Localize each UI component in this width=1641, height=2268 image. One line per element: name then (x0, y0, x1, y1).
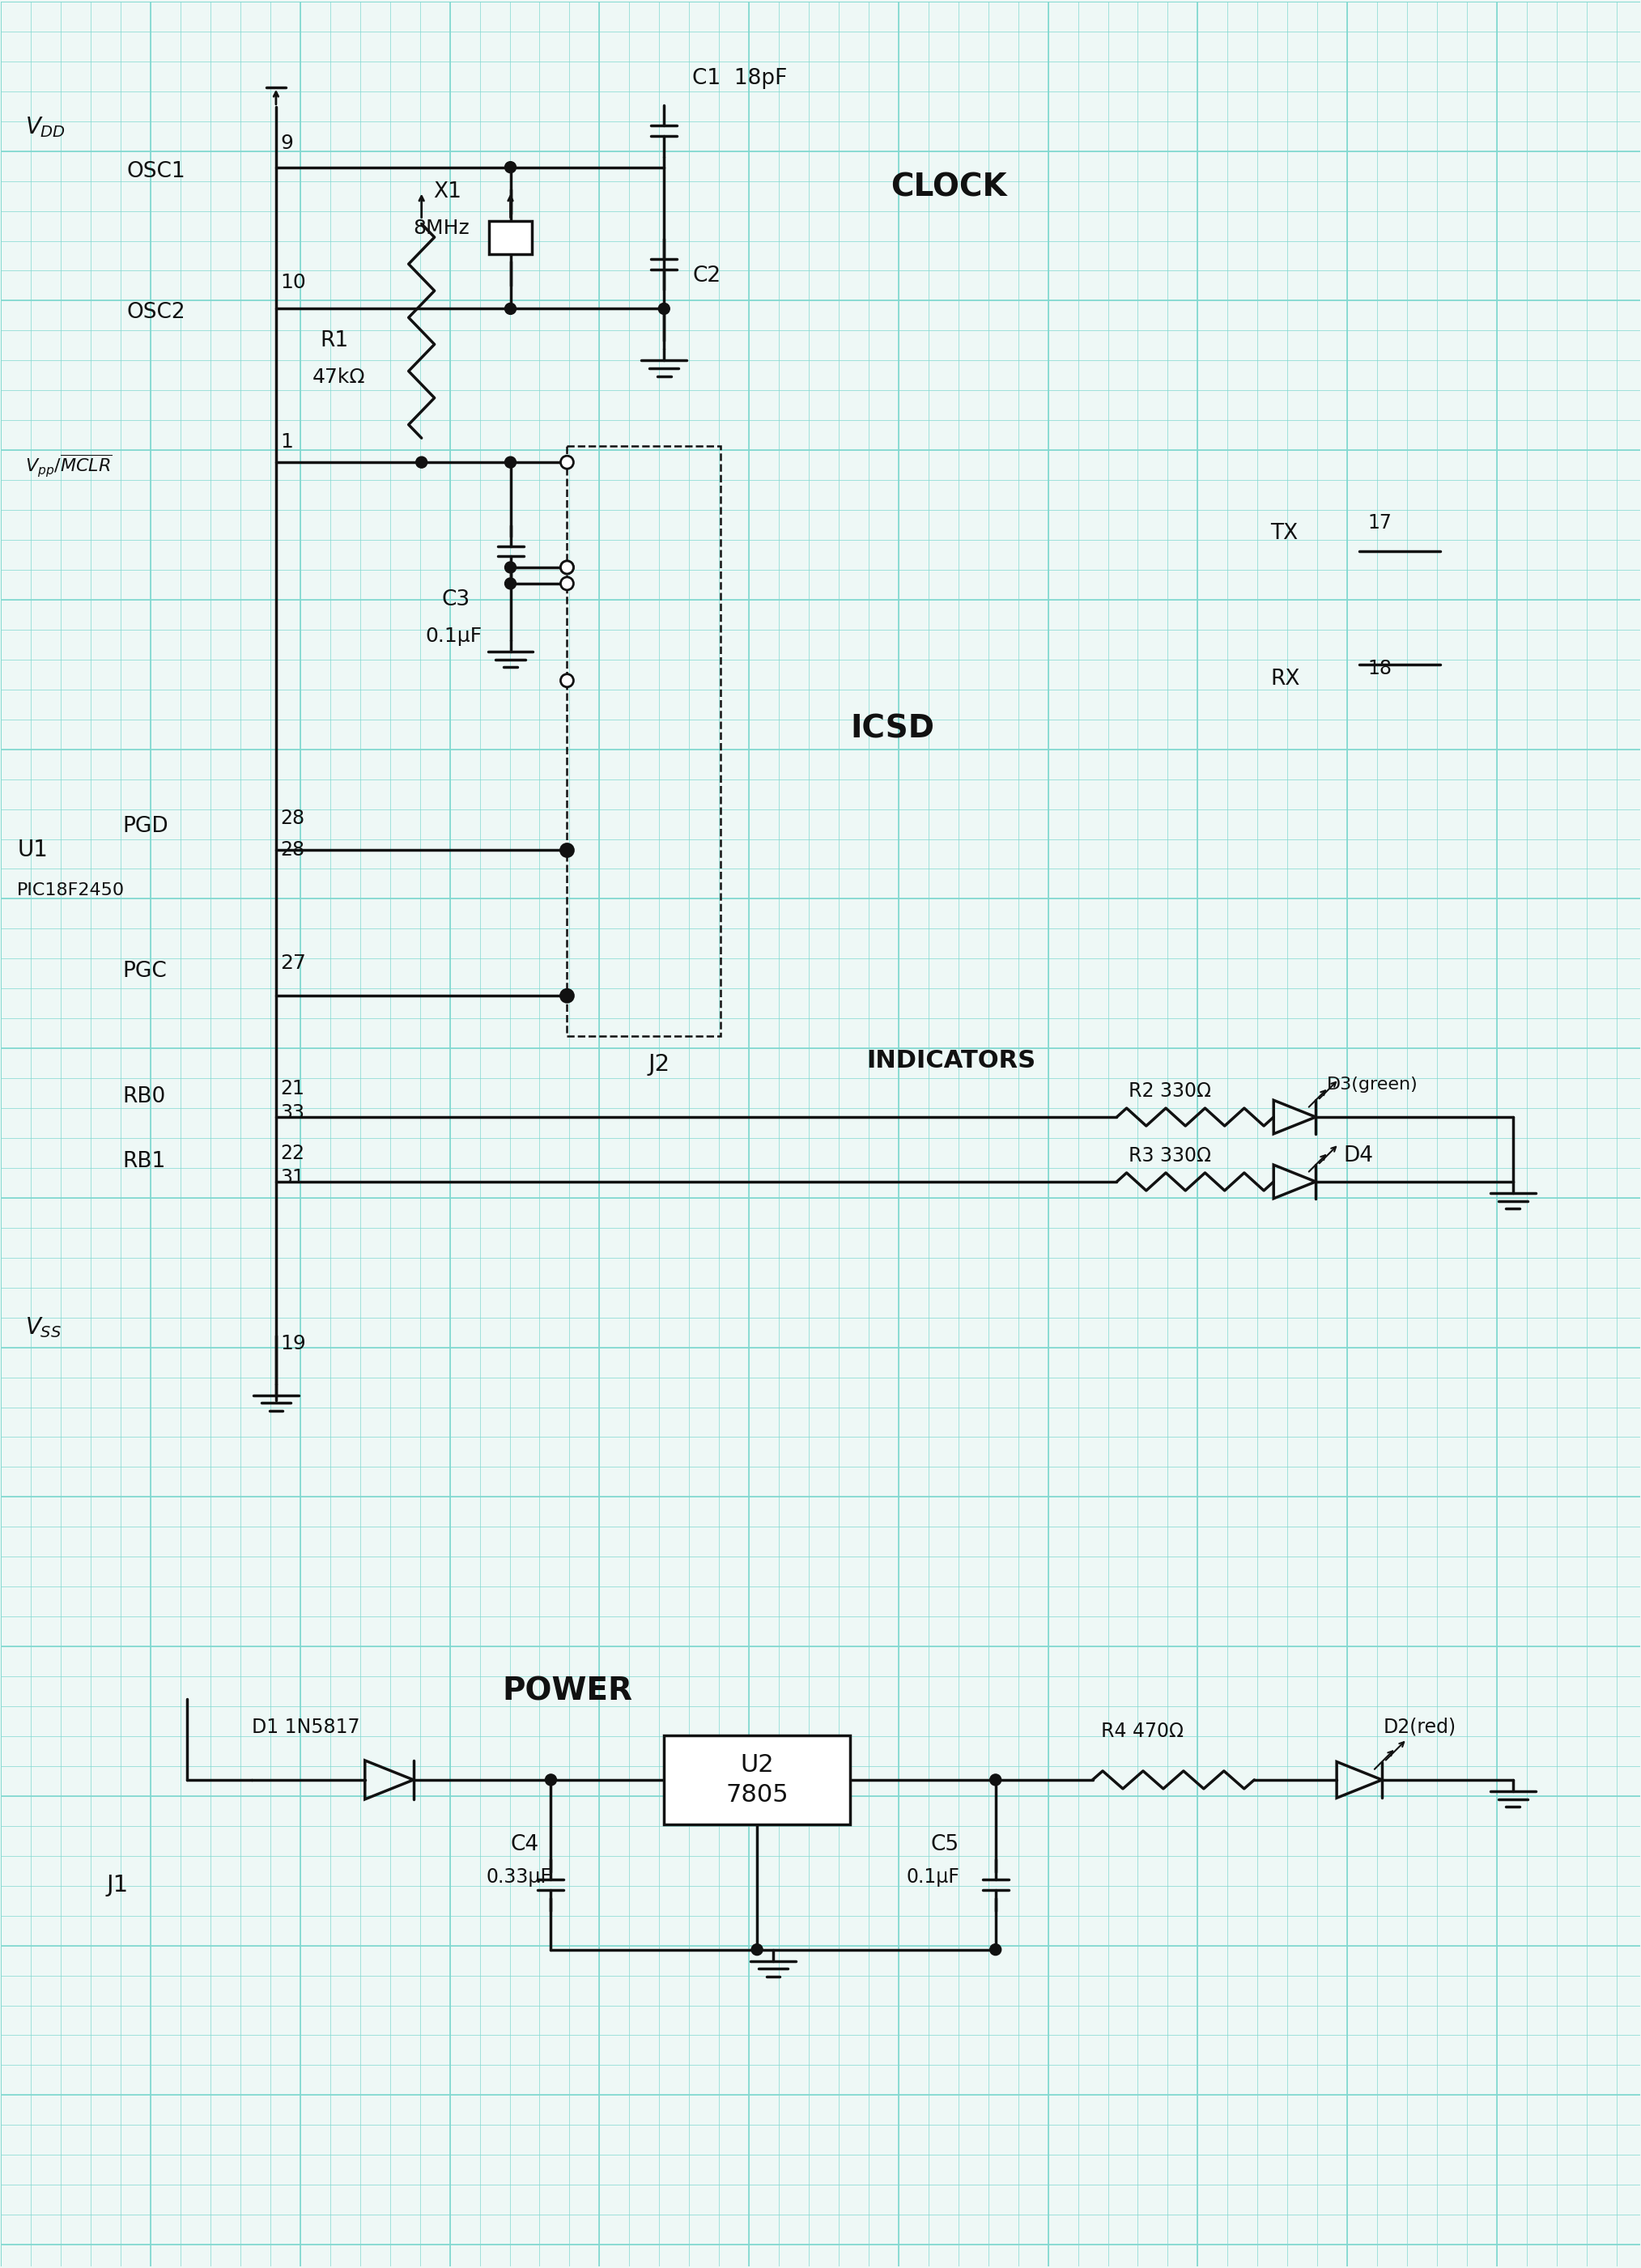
Text: INDICATORS: INDICATORS (866, 1048, 1035, 1073)
Text: X1: X1 (433, 181, 461, 202)
Text: 47kΩ: 47kΩ (312, 367, 366, 388)
Text: OSC1: OSC1 (126, 161, 185, 181)
Text: 0.1μF: 0.1μF (425, 626, 482, 646)
Text: 31: 31 (281, 1168, 304, 1188)
Text: RX: RX (1270, 669, 1300, 689)
Text: $V_{SS}$: $V_{SS}$ (25, 1315, 62, 1338)
Text: 10: 10 (281, 272, 305, 293)
Text: POWER: POWER (502, 1676, 633, 1706)
Text: D3(green): D3(green) (1328, 1077, 1418, 1093)
Text: 8MHz: 8MHz (414, 218, 469, 238)
Text: PIC18F2450: PIC18F2450 (18, 882, 125, 898)
Text: D4: D4 (1344, 1145, 1374, 1166)
Circle shape (561, 456, 573, 469)
Circle shape (658, 304, 670, 315)
Circle shape (990, 1774, 1001, 1785)
Text: J1: J1 (107, 1873, 128, 1896)
Text: 0.33μF: 0.33μF (486, 1867, 551, 1887)
Circle shape (990, 1944, 1001, 1955)
Text: 9: 9 (281, 134, 292, 152)
Text: C1  18pF: C1 18pF (693, 68, 788, 88)
Text: C5: C5 (930, 1835, 960, 1855)
Text: D1 1N5817: D1 1N5817 (251, 1717, 359, 1737)
Text: J2: J2 (648, 1052, 670, 1075)
Text: 19: 19 (281, 1334, 305, 1354)
Circle shape (505, 562, 517, 574)
Circle shape (505, 304, 517, 315)
Circle shape (545, 1774, 556, 1785)
Bar (568, 447, 720, 1036)
Text: RB1: RB1 (123, 1150, 166, 1173)
Text: PGD: PGD (123, 816, 169, 837)
Circle shape (752, 1944, 763, 1955)
Text: ICSD: ICSD (850, 714, 934, 744)
Circle shape (415, 456, 427, 467)
Bar (489, 220, 532, 254)
Text: $V_{DD}$: $V_{DD}$ (25, 116, 66, 138)
Circle shape (505, 456, 517, 467)
Circle shape (561, 989, 573, 1002)
Text: PGC: PGC (123, 962, 167, 982)
Text: 28: 28 (281, 841, 305, 860)
Text: R2 330Ω: R2 330Ω (1129, 1082, 1211, 1100)
Text: D2(red): D2(red) (1383, 1717, 1457, 1737)
Text: 1: 1 (281, 433, 292, 451)
Circle shape (505, 161, 517, 172)
Text: 7805: 7805 (725, 1783, 788, 1808)
Circle shape (561, 991, 573, 1002)
Text: 27: 27 (281, 955, 305, 973)
Text: 22: 22 (281, 1143, 304, 1163)
Text: 21: 21 (281, 1080, 304, 1098)
Text: OSC2: OSC2 (126, 302, 185, 324)
Text: 17: 17 (1367, 513, 1392, 533)
Text: 0.1μF: 0.1μF (906, 1867, 960, 1887)
Circle shape (505, 578, 517, 590)
Text: 33: 33 (281, 1102, 304, 1123)
Bar (665, 1735, 850, 1823)
Text: C3: C3 (441, 590, 471, 610)
Circle shape (561, 560, 573, 574)
Text: RB0: RB0 (123, 1086, 166, 1107)
Text: R4 470Ω: R4 470Ω (1101, 1721, 1183, 1742)
Text: C2: C2 (693, 265, 720, 288)
Text: R1: R1 (320, 331, 350, 352)
Text: R3 330Ω: R3 330Ω (1129, 1145, 1211, 1166)
Circle shape (561, 844, 573, 855)
Text: CLOCK: CLOCK (891, 172, 1006, 202)
Text: 18: 18 (1367, 658, 1392, 678)
Text: $V_{pp}/\overline{MCLR}$: $V_{pp}/\overline{MCLR}$ (25, 454, 113, 479)
Text: 28: 28 (281, 807, 305, 828)
Circle shape (561, 560, 573, 574)
Circle shape (561, 576, 573, 590)
Text: U2: U2 (740, 1753, 775, 1776)
Circle shape (561, 844, 573, 857)
Text: TX: TX (1270, 524, 1298, 544)
Text: C4: C4 (510, 1835, 538, 1855)
Circle shape (561, 674, 573, 687)
Text: U1: U1 (18, 839, 48, 862)
